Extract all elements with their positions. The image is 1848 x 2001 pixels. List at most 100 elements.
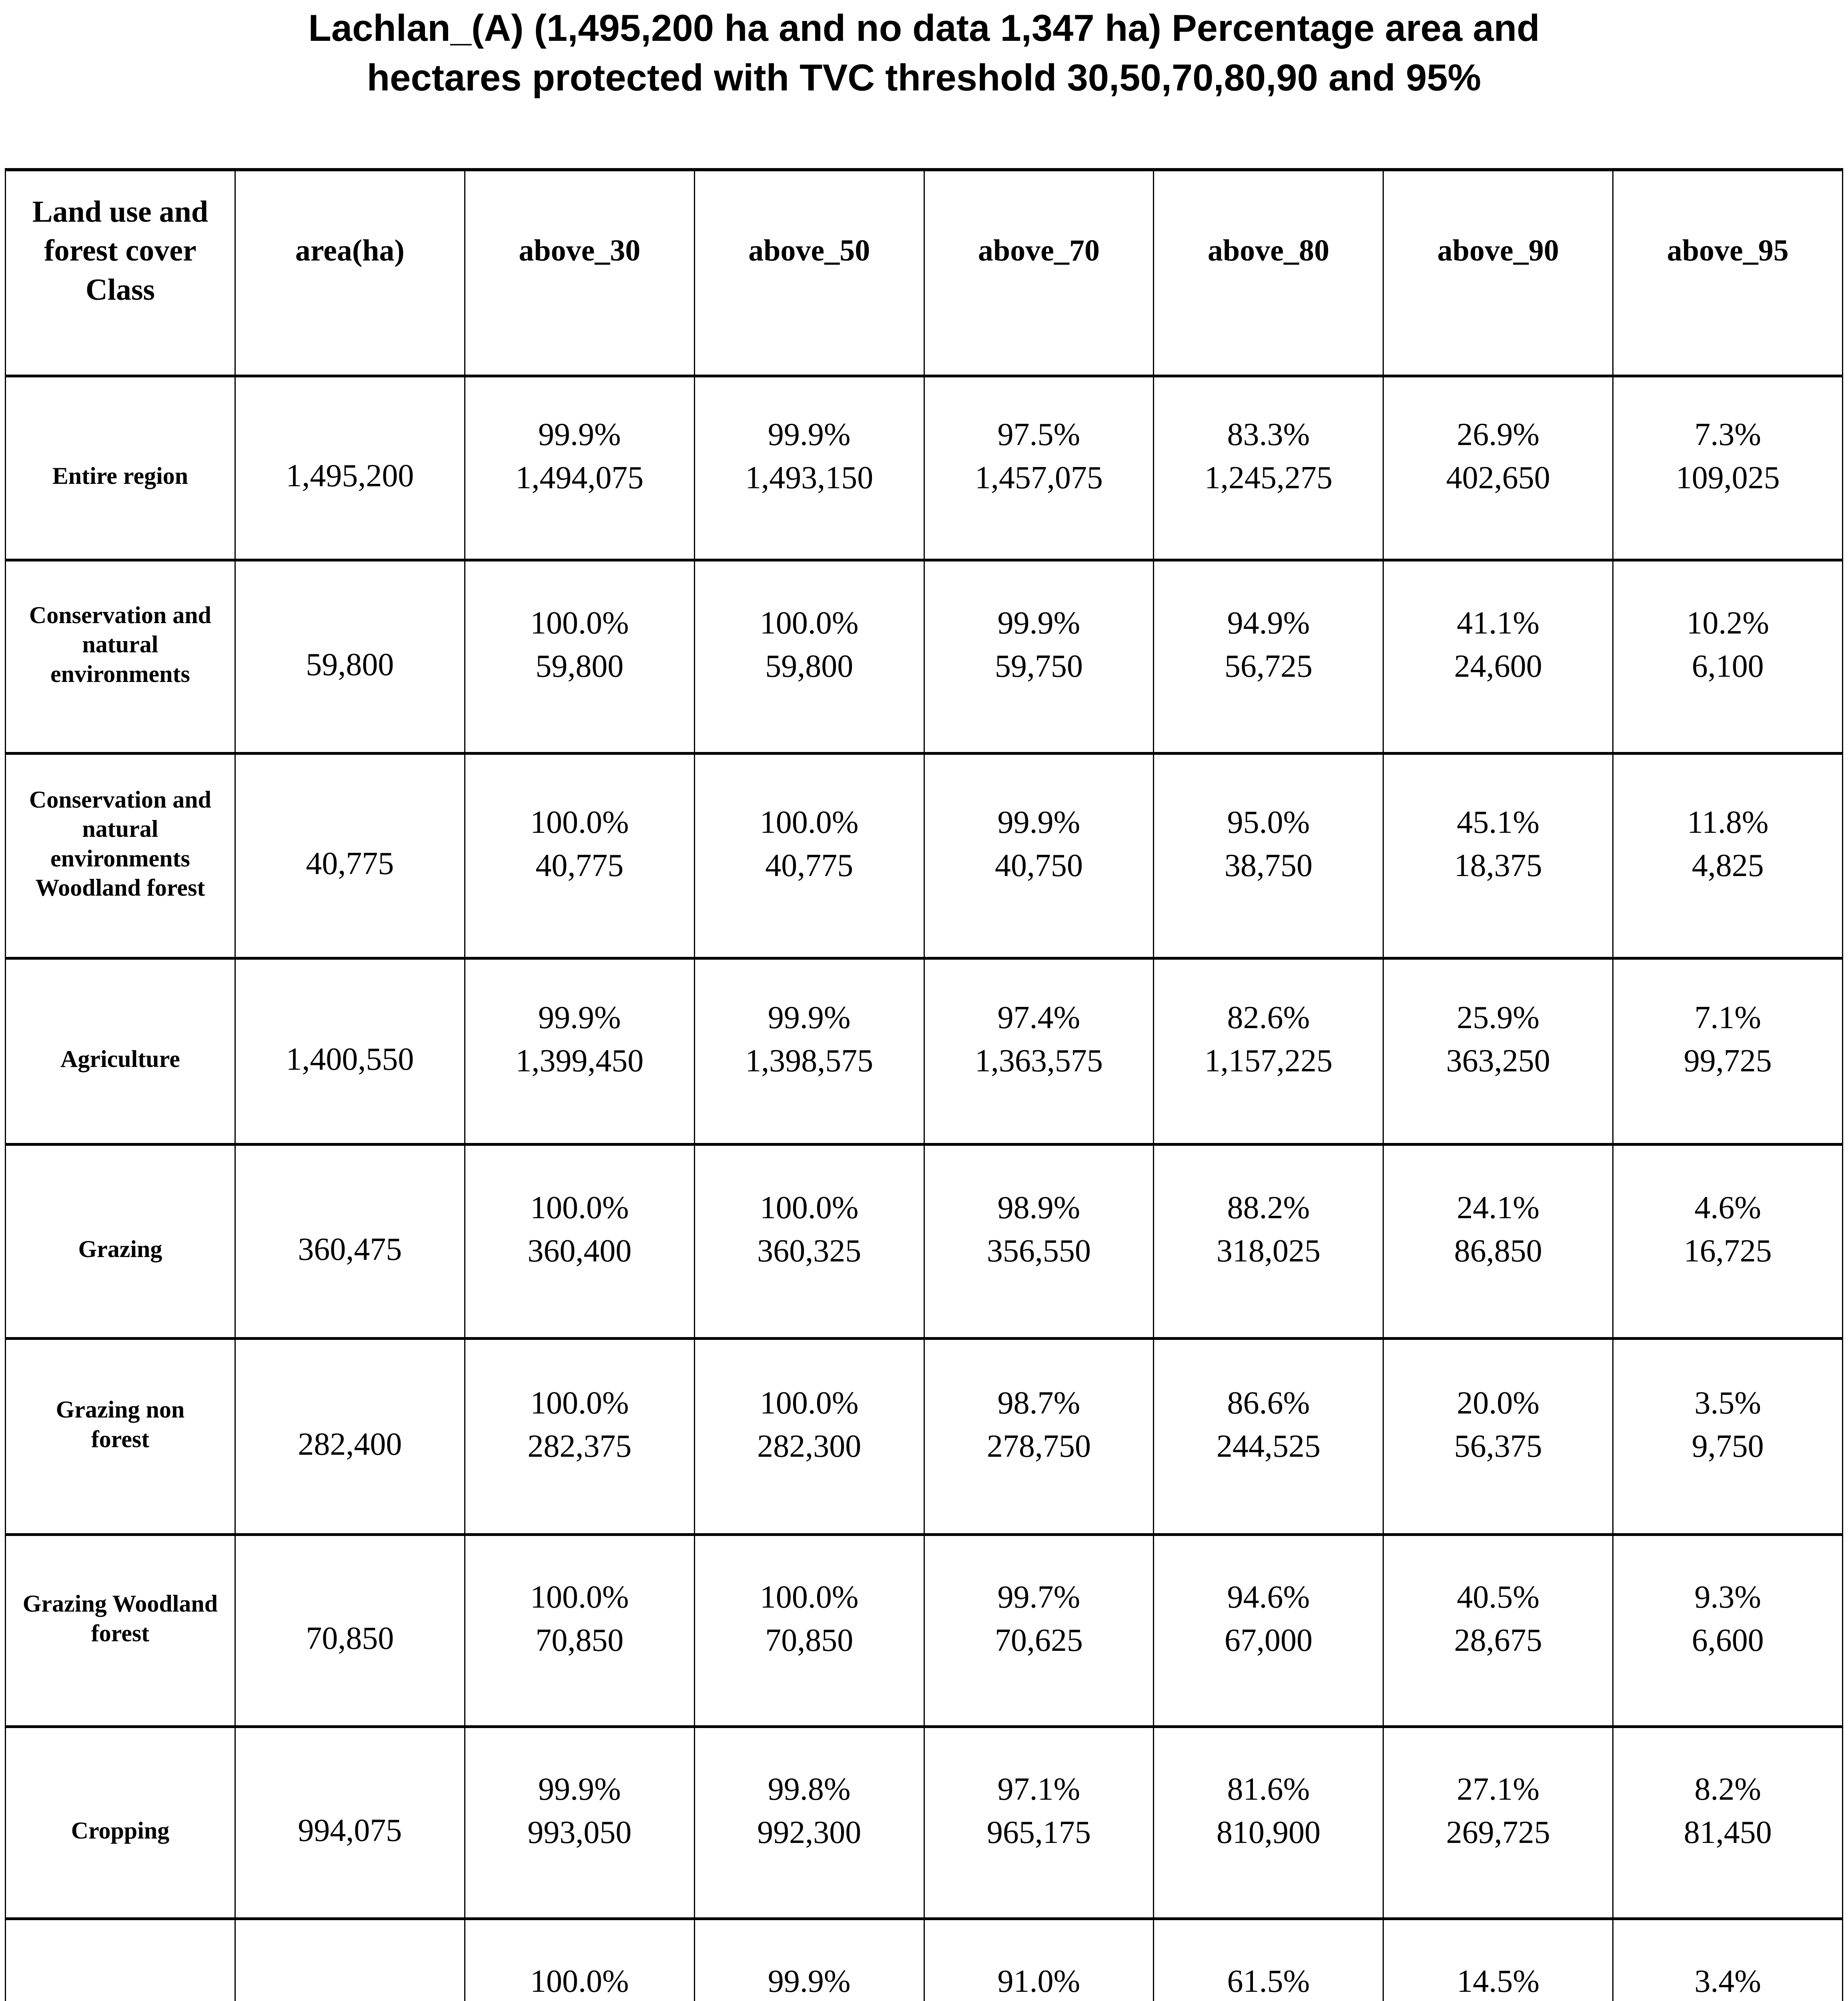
ha-value: 86,850 xyxy=(1454,1233,1542,1269)
ha-value: 1,363,575 xyxy=(974,1043,1103,1079)
area-cell: 59,800 xyxy=(236,561,465,752)
threshold-cell: 99.9%45,950 xyxy=(695,1920,925,2001)
pct-value: 9.3% xyxy=(1694,1579,1761,1615)
column-header: above_70 xyxy=(925,171,1154,375)
threshold-cell: 100.0% 59,800 xyxy=(465,561,695,752)
threshold-cell: 97.5% 1,457,075 xyxy=(925,377,1154,559)
pct-value: 99.9% xyxy=(768,1000,851,1035)
column-header: above_90 xyxy=(1384,171,1614,375)
pct-value: 26.9% xyxy=(1457,417,1539,452)
pct-value: 8.2% xyxy=(1694,1771,1761,1807)
pct-value: 99.9% xyxy=(997,804,1080,840)
ha-value: 1,399,450 xyxy=(515,1043,644,1079)
pct-value: 86.6% xyxy=(1227,1385,1310,1421)
ha-value: 810,900 xyxy=(1216,1815,1321,1850)
pct-value: 61.5% xyxy=(1227,1963,1310,1999)
ha-value: 59,800 xyxy=(535,649,624,684)
threshold-cell: 7.1% 99,725 xyxy=(1613,960,1842,1143)
threshold-cell: 27.1% 269,725 xyxy=(1384,1728,1614,1917)
ha-value: 6,600 xyxy=(1692,1622,1764,1658)
landuse-class-cell: Agriculture xyxy=(6,960,236,1143)
table-header-row: Land use and forest cover Class area(ha) a… xyxy=(6,171,1842,377)
ha-value: 1,245,275 xyxy=(1204,460,1333,495)
table-row: Entire region 1,495,200 99.9% 1,494,075 99.9… xyxy=(6,377,1842,561)
pct-value: 99.9% xyxy=(538,417,621,452)
pct-value: 99.9% xyxy=(768,1963,851,1999)
threshold-cell: 11.8% 4,825 xyxy=(1613,755,1842,957)
column-header: area(ha) xyxy=(236,171,465,375)
area-cell: 360,475 xyxy=(236,1146,465,1337)
pct-value: 94.9% xyxy=(1227,606,1310,641)
ha-value: 70,625 xyxy=(994,1622,1083,1658)
ha-value: 4,825 xyxy=(1692,848,1764,883)
threshold-cell: 99.9% 1,399,450 xyxy=(465,960,695,1143)
pct-value: 27.1% xyxy=(1457,1771,1539,1807)
threshold-cell: 83.3% 1,245,275 xyxy=(1154,377,1384,559)
pct-value: 41.1% xyxy=(1457,606,1539,641)
pct-value: 100.0% xyxy=(530,1385,629,1421)
threshold-cell: 100.0% 70,850 xyxy=(695,1536,925,1725)
landuse-class-cell: Grazing xyxy=(6,1146,236,1337)
ha-value: 24,600 xyxy=(1454,649,1542,684)
area-cell: 70,850 xyxy=(236,1536,465,1725)
ha-value: 28,675 xyxy=(1454,1622,1542,1658)
column-header: above_95 xyxy=(1667,234,1789,268)
pct-value: 3.4% xyxy=(1694,1963,1761,1999)
threshold-cell: 99.9% 1,493,150 xyxy=(695,377,925,559)
ha-value: 40,775 xyxy=(765,848,854,883)
ha-value: 70,850 xyxy=(535,1622,624,1658)
pct-value: 98.9% xyxy=(997,1190,1080,1225)
threshold-cell: 40.5% 28,675 xyxy=(1384,1536,1614,1725)
ha-value: 318,025 xyxy=(1216,1233,1321,1269)
area-cell: 1,400,550 xyxy=(236,960,465,1143)
pct-value: 100.0% xyxy=(530,606,629,641)
threshold-cell: 86.6% 244,525 xyxy=(1154,1340,1384,1533)
ha-value: 56,725 xyxy=(1224,649,1313,684)
pct-value: 20.0% xyxy=(1457,1385,1539,1421)
threshold-cell: 100.0% 360,325 xyxy=(695,1146,925,1337)
threshold-cell: 99.9% 59,750 xyxy=(925,561,1154,752)
pct-value: 97.1% xyxy=(997,1771,1080,1807)
ha-value: 9,750 xyxy=(1692,1428,1764,1464)
pct-value: 45.1% xyxy=(1457,804,1539,840)
pct-value: 100.0% xyxy=(530,1579,629,1615)
threshold-cell: 94.9% 56,725 xyxy=(1154,561,1384,752)
threshold-cell: 100.0% 70,850 xyxy=(465,1536,695,1725)
page-title: Lachlan_(A) (1,495,200 ha and no data 1,… xyxy=(308,7,1540,99)
pct-value: 14.5% xyxy=(1457,1963,1539,1999)
area-cell: 40,775 xyxy=(236,755,465,957)
threshold-cell: 98.7% 278,750 xyxy=(925,1340,1154,1533)
threshold-cell: 91.0%41,850 xyxy=(925,1920,1154,2001)
pct-value: 99.8% xyxy=(768,1771,851,1807)
ha-value: 59,750 xyxy=(994,649,1083,684)
threshold-cell: 41.1% 24,600 xyxy=(1384,561,1614,752)
ha-value: 1,494,075 xyxy=(515,460,644,495)
ha-value: 1,398,575 xyxy=(745,1043,874,1079)
ha-value: 269,725 xyxy=(1446,1815,1550,1850)
pct-value: 91.0% xyxy=(997,1963,1080,1999)
threshold-cell: 97.1% 965,175 xyxy=(925,1728,1154,1917)
pct-value: 25.9% xyxy=(1457,1000,1539,1035)
ha-value: 40,750 xyxy=(994,848,1083,883)
pct-value: 100.0% xyxy=(530,1190,629,1225)
landuse-class-cell: Cropping xyxy=(6,1728,236,1917)
pct-value: 99.9% xyxy=(768,417,851,452)
threshold-cell: 61.5%28,300 xyxy=(1154,1920,1384,2001)
pct-value: 100.0% xyxy=(530,1963,629,1999)
ha-value: 360,325 xyxy=(757,1233,862,1269)
pct-value: 99.9% xyxy=(538,1000,621,1035)
pct-value: 10.2% xyxy=(1686,606,1769,641)
threshold-cell: 99.9% 1,494,075 xyxy=(465,377,695,559)
threshold-cell: 99.9% 40,750 xyxy=(925,755,1154,957)
threshold-cell: 94.6% 67,000 xyxy=(1154,1536,1384,1725)
ha-value: 40,775 xyxy=(535,848,624,883)
threshold-cell: 97.4% 1,363,575 xyxy=(925,960,1154,1143)
threshold-cell: 26.9% 402,650 xyxy=(1384,377,1614,559)
pct-value: 7.3% xyxy=(1694,417,1761,452)
ha-value: 38,750 xyxy=(1224,848,1313,883)
threshold-cell: 10.2% 6,100 xyxy=(1613,561,1842,752)
pct-value: 100.0% xyxy=(760,1190,859,1225)
threshold-cell: 14.5%6,675 xyxy=(1384,1920,1614,2001)
ha-value: 1,493,150 xyxy=(745,460,874,495)
